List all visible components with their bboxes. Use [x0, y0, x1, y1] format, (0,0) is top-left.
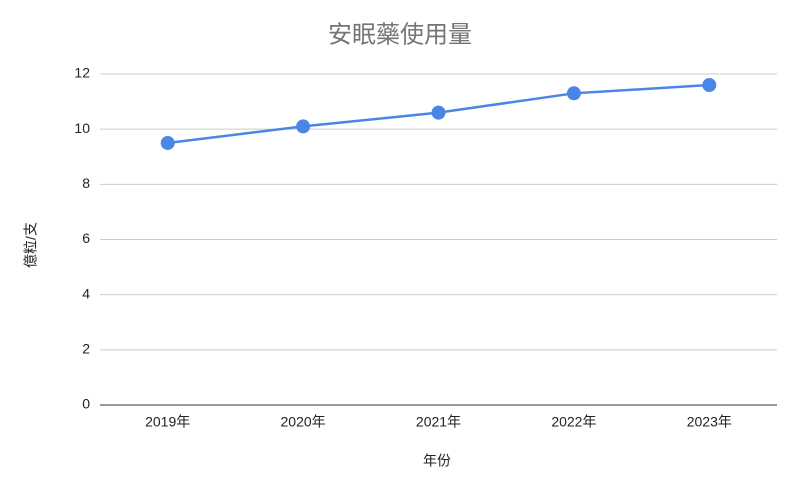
x-tick-label: 2020年 [281, 414, 326, 430]
y-tick-label: 4 [82, 285, 90, 301]
point [702, 78, 717, 93]
y-tick-label: 2 [82, 341, 90, 357]
point [296, 119, 311, 134]
point [566, 86, 581, 101]
y-tick-label: 8 [82, 175, 90, 191]
point [431, 105, 446, 120]
y-tick-label: 10 [74, 120, 90, 136]
x-tick-label: 2022年 [551, 414, 596, 430]
y-tick-label: 6 [82, 230, 90, 246]
x-tick-label: 2019年 [145, 414, 190, 430]
y-tick-label: 12 [74, 65, 90, 81]
x-axis-label: 年份 [423, 453, 451, 469]
y-tick-label: 0 [82, 396, 90, 412]
chart-title: 安眠藥使用量 [328, 21, 472, 48]
point [160, 135, 175, 150]
x-tick-label: 2023年 [687, 414, 732, 430]
x-tick-label: 2021年 [416, 414, 461, 430]
y-axis-label: 億粒/支 [23, 222, 39, 268]
